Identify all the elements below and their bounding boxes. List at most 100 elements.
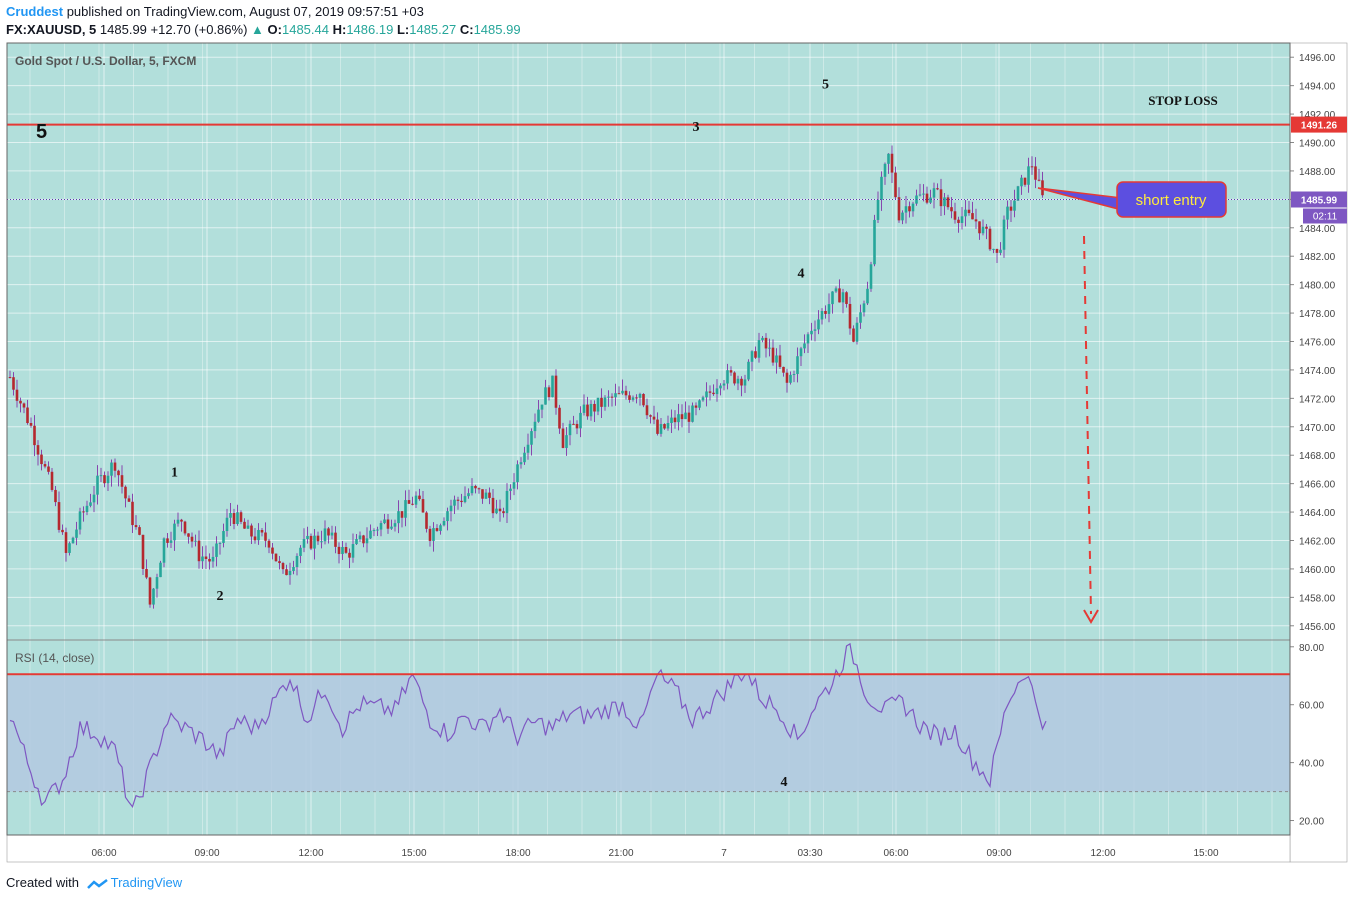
candle-body [449, 505, 453, 512]
candle-body [421, 499, 425, 513]
candle-body [792, 374, 796, 376]
candle-body [894, 172, 897, 198]
candle-body [747, 361, 750, 380]
candle-body [404, 500, 407, 518]
candle-body [103, 475, 106, 484]
candle-body [985, 226, 988, 229]
candle-body [330, 532, 334, 536]
candle-body [778, 355, 782, 367]
candle-body [761, 337, 764, 341]
candle-body [432, 528, 435, 541]
candle-body [750, 351, 754, 362]
candle-body [834, 288, 838, 292]
price-tick-label: 1490.00 [1299, 139, 1336, 150]
candle-body [768, 347, 771, 349]
candle-body [1023, 177, 1027, 185]
candle-body [610, 396, 614, 398]
tradingview-link[interactable]: TradingView [110, 875, 183, 890]
candle-body [946, 197, 950, 208]
candle-body [372, 530, 376, 532]
time-tick-label: 09:00 [194, 848, 219, 859]
chart-canvas[interactable]: 1496.00 1494.00 1492.00 1490.00 1488.00 1486.… [0, 0, 1354, 870]
price-tick-label: 1474.00 [1299, 366, 1336, 377]
candle-body [827, 304, 831, 314]
candle-body [568, 423, 572, 436]
candle-body [435, 528, 439, 531]
candle-body [379, 523, 383, 530]
candle-body [99, 475, 103, 477]
candle-body [68, 543, 71, 553]
candle-body [890, 153, 894, 173]
candle-body [880, 176, 883, 200]
candle-body [463, 496, 467, 503]
candle-body [442, 521, 446, 526]
candle-body [358, 535, 362, 540]
candle-body [264, 532, 267, 541]
candle-body [911, 203, 915, 212]
candle-body [1027, 166, 1030, 185]
candle-body [950, 207, 953, 212]
candle-body [183, 521, 187, 534]
candle-body [918, 194, 922, 196]
candle-body [855, 322, 859, 342]
candle-body [162, 538, 166, 563]
candle-body [782, 366, 785, 373]
stop-loss-price-tag [1291, 116, 1347, 133]
candle-body [295, 555, 299, 568]
candle-body [22, 403, 26, 408]
candle-body [876, 199, 880, 220]
candle-body [341, 547, 344, 555]
candle-body [173, 523, 176, 541]
time-tick-label: 06:00 [883, 848, 908, 859]
candle-body [596, 397, 600, 412]
candle-body [418, 495, 421, 500]
candle-body [565, 435, 568, 448]
candle-body [337, 546, 341, 555]
time-scale [6, 834, 1291, 863]
candle-body [43, 464, 47, 467]
candle-body [285, 569, 288, 576]
candle-body [859, 312, 862, 323]
candle-body [327, 528, 330, 536]
candle-body [621, 390, 624, 394]
rsi-tick-label: 40.00 [1299, 759, 1324, 770]
candle-body [754, 351, 757, 358]
candle-body [785, 372, 789, 383]
candle-body [110, 462, 113, 476]
candle-body [215, 543, 218, 557]
candle-body [540, 404, 544, 410]
candle-body [155, 577, 159, 589]
candle-body [131, 501, 134, 526]
candle-body [953, 211, 957, 220]
candle-body [582, 404, 586, 413]
candle-body [54, 489, 57, 503]
candle-body [873, 219, 876, 265]
candle-body [40, 454, 43, 465]
candle-body [222, 531, 225, 543]
candle-body [152, 588, 155, 605]
candle-body [488, 492, 491, 498]
candle-body [8, 377, 12, 379]
last-price-tag [1291, 191, 1347, 208]
time-tick-label: 06:00 [91, 848, 116, 859]
candle-body [908, 206, 911, 212]
candle-body [897, 197, 901, 221]
candle-body [701, 397, 705, 401]
candle-body [64, 532, 68, 553]
plot-border [6, 42, 1291, 836]
candle-body [558, 407, 561, 429]
candle-body [481, 489, 484, 499]
candle-body [901, 212, 904, 221]
price-tick-label: 1492.00 [1299, 110, 1336, 121]
candle-body [694, 405, 698, 408]
candle-body [708, 391, 712, 393]
candle-body [960, 216, 964, 223]
candle-body [964, 209, 967, 217]
candle-body [600, 397, 603, 407]
candle-body [386, 519, 390, 529]
candle-body [278, 561, 281, 564]
candle-body [113, 462, 117, 471]
candle-body [659, 424, 663, 434]
author-link[interactable]: Cruddest [6, 4, 64, 19]
candle-body [260, 529, 264, 533]
